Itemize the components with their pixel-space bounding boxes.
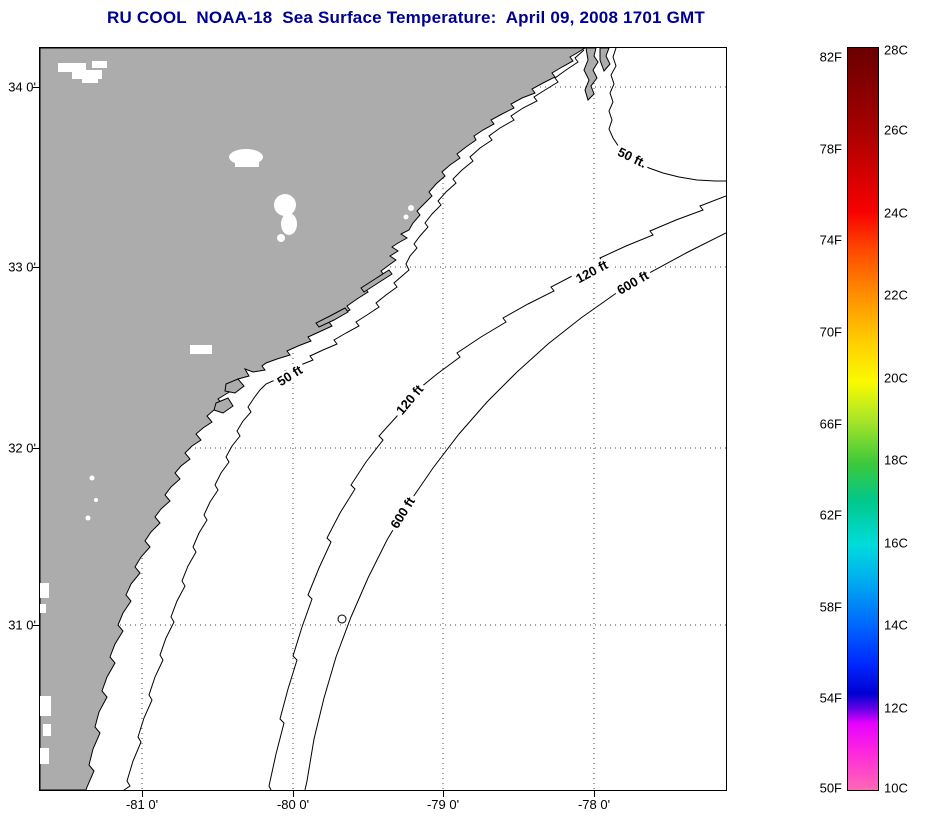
land-mass [40,48,586,790]
colorbar-c-label: 10C [884,780,908,796]
land [40,48,611,790]
colorbar-c-label: 12C [884,700,908,716]
colorbar-c-label: 26C [884,122,908,138]
colorbar-f-label: 74F [819,232,842,248]
colorbar-c-label: 22C [884,287,908,303]
colorbar-gradient [848,48,878,790]
lon-tick [594,791,595,797]
colorbar-f-label: 50F [819,780,842,796]
lat-tick-label: 33 0' [8,259,36,275]
island [213,397,234,414]
contour-50ft-arc [608,48,726,182]
colorbar-c-label: 24C [884,205,908,221]
colorbar [847,47,879,791]
colorbar-c-label: 20C [884,370,908,386]
lon-tick-label: -80 0' [276,797,310,812]
colorbar-f-label: 58F [819,599,842,615]
barrier-island [360,269,393,293]
lat-tick [33,448,39,449]
colorbar-f-label: 54F [819,690,842,706]
lon-tick-label: -78 0' [577,797,611,812]
colorbar-f-label: 62F [819,507,842,523]
island [224,378,245,394]
lat-tick [33,87,39,88]
colorbar-f-label: 66F [819,416,842,432]
contour-50ft [123,49,585,790]
contour-600ft [304,232,726,790]
colorbar-f-label: 78F [819,141,842,157]
contour-ring [337,614,347,624]
map-plot-area: 50 ft. 120 ft 600 ft 50 ft 120 ft 600 ft [39,47,727,791]
lon-tick [142,791,143,797]
barrier-island [315,307,349,328]
colorbar-c-label: 18C [884,452,908,468]
colorbar-f-label: 70F [819,324,842,340]
lat-tick-label: 32 0' [8,440,36,456]
colorbar-c-label: 14C [884,617,908,633]
cloud-patches [40,61,414,764]
lon-tick-label: -81 0' [125,797,159,812]
lat-tick-label: 34 0' [8,79,36,95]
title: RU COOL NOAA-18 Sea Surface Temperature:… [107,8,705,27]
land-strip [583,48,599,101]
lat-tick-label: 31 0' [8,617,36,633]
lon-tick [293,791,294,797]
lon-tick [443,791,444,797]
colorbar-c-label: 16C [884,535,908,551]
land-strip [599,48,611,72]
colorbar-c-label: 28C [884,42,908,58]
lat-tick [33,625,39,626]
lon-tick-label: -79 0' [426,797,460,812]
colorbar-f-label: 82F [819,49,842,65]
lat-tick [33,267,39,268]
